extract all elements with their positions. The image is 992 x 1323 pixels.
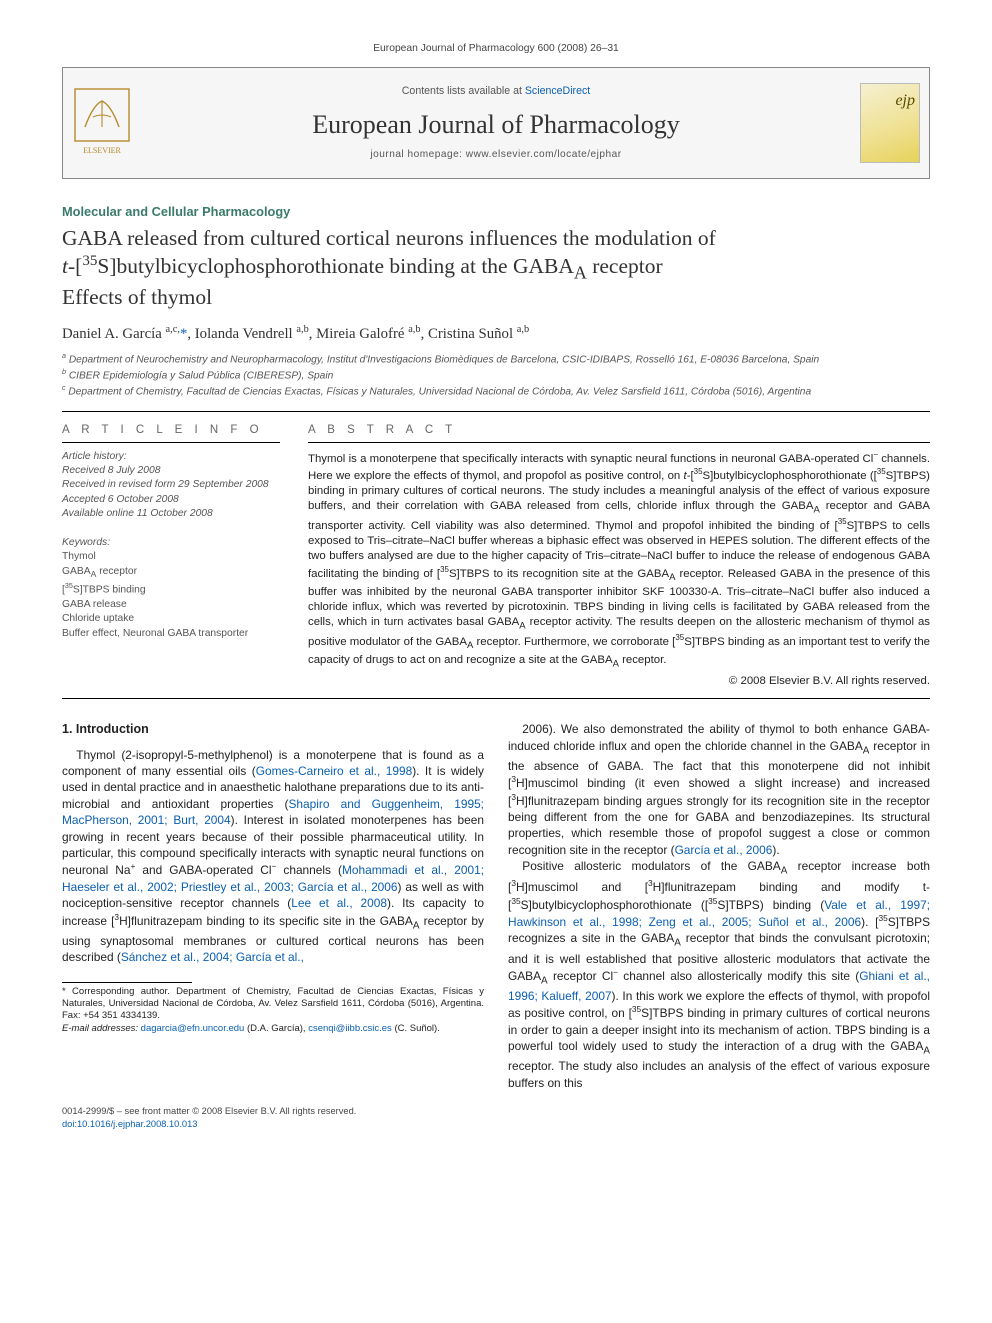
corresponding-author: * Corresponding author. Department of Ch…: [62, 986, 484, 1023]
keywords-label: Keywords:: [62, 536, 280, 550]
journal-banner: ELSEVIER Contents lists available at Sci…: [62, 67, 930, 179]
abstract-head: A B S T R A C T: [308, 423, 930, 443]
corresponding-emails: E-mail addresses: dagarcia@efn.uncor.edu…: [62, 1023, 484, 1035]
running-head: European Journal of Pharmacology 600 (20…: [62, 42, 930, 56]
affiliations: a Department of Neurochemistry and Neuro…: [62, 352, 930, 399]
body-p1: Thymol (2-isopropyl-5-methylphenol) is a…: [62, 747, 484, 966]
contents-line: Contents lists available at ScienceDirec…: [141, 84, 851, 98]
body-p3: Positive allosteric modulators of the GA…: [508, 858, 930, 1091]
journal-homepage-link[interactable]: www.elsevier.com/locate/ejphar: [466, 149, 622, 160]
footer-issn-doi: 0014-2999/$ – see front matter © 2008 El…: [62, 1105, 930, 1130]
article-section: Molecular and Cellular Pharmacology: [62, 203, 930, 220]
abstract-text: Thymol is a monoterpene that specificall…: [308, 450, 930, 671]
journal-name: European Journal of Pharmacology: [141, 107, 851, 142]
history-received: Received 8 July 2008: [62, 464, 280, 478]
sciencedirect-link[interactable]: ScienceDirect: [525, 85, 590, 97]
author-list: Daniel A. García a,c,*, Iolanda Vendrell…: [62, 323, 930, 345]
article-title: GABA released from cultured cortical neu…: [62, 225, 930, 311]
history-accepted: Accepted 6 October 2008: [62, 493, 280, 507]
journal-cover-thumb: ejp: [851, 68, 929, 178]
body-p2: 2006). We also demonstrated the ability …: [508, 721, 930, 858]
keywords-list: Thymol GABAA receptor [35S]TBPS binding …: [62, 550, 280, 640]
article-info-head: A R T I C L E I N F O: [62, 423, 280, 443]
history-revised: Received in revised form 29 September 20…: [62, 478, 280, 492]
section-heading-intro: 1. Introduction: [62, 721, 484, 738]
email-link-1[interactable]: dagarcia@efn.uncor.edu: [141, 1023, 245, 1034]
svg-text:ELSEVIER: ELSEVIER: [83, 146, 121, 155]
email-link-2[interactable]: csenqi@iibb.csic.es: [308, 1023, 392, 1034]
doi-link[interactable]: doi:10.1016/j.ejphar.2008.10.013: [62, 1119, 197, 1129]
homepage-line: journal homepage: www.elsevier.com/locat…: [141, 148, 851, 162]
abstract-copyright: © 2008 Elsevier B.V. All rights reserved…: [308, 674, 930, 689]
history-label: Article history:: [62, 450, 280, 464]
history-online: Available online 11 October 2008: [62, 507, 280, 521]
elsevier-logo: ELSEVIER: [63, 68, 141, 178]
